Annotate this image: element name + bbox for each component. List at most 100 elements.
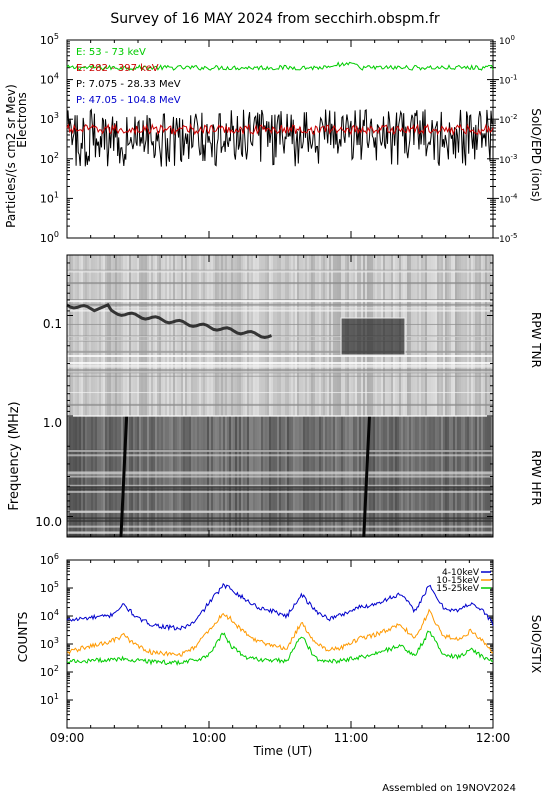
epd-right-tick-label: 10-2 [499,113,517,126]
rpw-ytick-1: 1.0 [43,416,62,430]
stix-series-line [66,608,494,657]
stix-legend-item-3: 15-25keV [436,584,480,594]
epd-ylabel-right: SolO/EPD (ions) [529,108,543,202]
rpw-dark-block [341,318,405,355]
epd-legend-item-1: E: 53 - 73 keV [76,47,146,58]
stix-ticks: 101 102 103 104 105 106 [40,552,494,729]
rpw-ticks [66,255,494,537]
epd-left-tick-exponent: 2 [54,151,59,160]
rpw-hfr-band [67,490,493,493]
rpw-tnr-bright-band [67,362,493,364]
epd-series-line [66,108,494,167]
stix-tick-label: 102 [40,664,59,679]
stix-lines [66,582,494,666]
epd-legend-item-2: E: 282 - 397 keV [76,63,159,74]
stix-tick-label: 106 [40,552,59,567]
rpw-tnr-label: RPW TNR [529,312,543,368]
stix-ylabel-right: SolO/STIX [529,615,543,674]
rpw-tnr-band [67,340,493,342]
rpw-hfr-band [67,485,493,488]
rpw-hfr-band [67,449,493,452]
rpw-hfr-band [67,511,493,514]
stix-legend: 4-10keV 10-15keV 15-25keV [436,568,491,594]
epd-series-line [66,122,494,136]
rpw-burst [119,415,129,538]
stix-tick-exponent: 2 [54,664,59,673]
epd-right-tick-exponent: -2 [510,113,517,121]
epd-right-tick-exponent: -3 [510,153,517,161]
epd-legend-item-3: P: 7.075 - 28.33 MeV [76,79,181,90]
rpw-tnr-band [67,282,493,285]
rpw-tnr-bright-band [67,300,493,302]
epd-left-tick-label: 102 [40,151,59,166]
rpw-hfr-band [67,488,493,491]
rpw-hfr-band [67,475,493,478]
epd-right-tick-label: 10-5 [499,232,517,245]
stix-tick-label: 104 [40,608,59,623]
stix-panel: 101 102 103 104 105 106 4-10keV 10-15keV 15-2… [16,552,543,729]
epd-left-tick-exponent: 1 [54,190,59,199]
rpw-tnr-band [67,366,493,368]
epd-left-tick-exponent: 0 [54,230,59,239]
rpw-tnr-bright-band [67,355,493,357]
stix-tick-exponent: 6 [54,552,59,561]
stix-tick-exponent: 1 [54,692,59,701]
epd-lines [66,61,494,167]
rpw-tnr-band [67,303,493,306]
rpw-plasma-line [66,303,272,340]
rpw-tnr-band [67,336,493,338]
epd-right-tick-exponent: -4 [510,192,518,200]
rpw-tnr-band [67,350,493,353]
stix-tick-label: 101 [40,692,59,707]
time-axis: 09:00 10:00 11:00 12:00 Time (UT) [50,731,511,758]
epd-right-tick-label: 10-1 [499,74,517,87]
xtick-label-1200: 12:00 [476,731,511,745]
stix-series-line [66,630,494,666]
epd-legend: E: 53 - 73 keV E: 282 - 397 keV P: 7.075… [76,47,181,106]
epd-right-tick-exponent: 0 [510,34,514,42]
epd-left-tick-label: 100 [40,230,59,245]
xtick-label-0900: 09:00 [50,731,85,745]
stix-tick-label: 103 [40,636,59,651]
stix-tick-exponent: 4 [54,608,59,617]
rpw-tnr-band [67,375,493,377]
stix-tick-exponent: 3 [54,636,59,645]
epd-panel: 10010110210310410510-510-410-310-210-110… [4,32,543,245]
rpw-hfr-band [67,472,493,475]
rpw-tnr-band [67,403,493,406]
rpw-ytick-0: 0.1 [43,317,62,331]
x-axis-label: Time (UT) [253,744,313,758]
rpw-hfr-band [67,531,493,534]
rpw-ytick-2: 10.0 [35,515,62,529]
rpw-tnr-band [67,335,493,337]
rpw-spectrogram [66,255,493,538]
epd-ylabel-left-2: Electrons [15,92,29,147]
epd-left-tick-label: 104 [40,72,59,87]
rpw-hfr-label: RPW HFR [529,450,543,506]
rpw-hfr-band [67,519,493,522]
rpw-tnr-band [67,323,493,325]
stix-tick-label: 105 [40,580,59,595]
rpw-tnr-band [67,369,493,372]
epd-left-tick-exponent: 5 [54,32,59,41]
rpw-boundary-line [67,414,493,417]
epd-right-tick-exponent: -1 [510,74,517,82]
epd-series-line [66,61,494,72]
epd-right-tick-label: 100 [499,34,515,47]
rpw-hfr-band [67,454,493,457]
rpw-tnr-band [67,307,493,309]
rpw-hfr-band [67,525,493,528]
stix-ylabel: COUNTS [16,612,30,663]
epd-left-tick-label: 103 [40,111,59,126]
epd-legend-item-4: P: 47.05 - 104.8 MeV [76,95,181,106]
rpw-tnr-band [67,270,493,273]
figure-title: Survey of 16 MAY 2024 from secchirh.obsp… [110,11,440,27]
stix-plot-frame [66,559,494,729]
stix-tick-exponent: 5 [54,580,59,589]
epd-left-tick-label: 105 [40,32,59,47]
rpw-tnr-band [67,309,493,312]
rpw-tnr-band [67,364,493,367]
epd-left-tick-exponent: 3 [54,111,59,120]
rpw-hfr-band [67,471,493,474]
footer-assembled: Assembled on 19NOV2024 [382,783,516,794]
